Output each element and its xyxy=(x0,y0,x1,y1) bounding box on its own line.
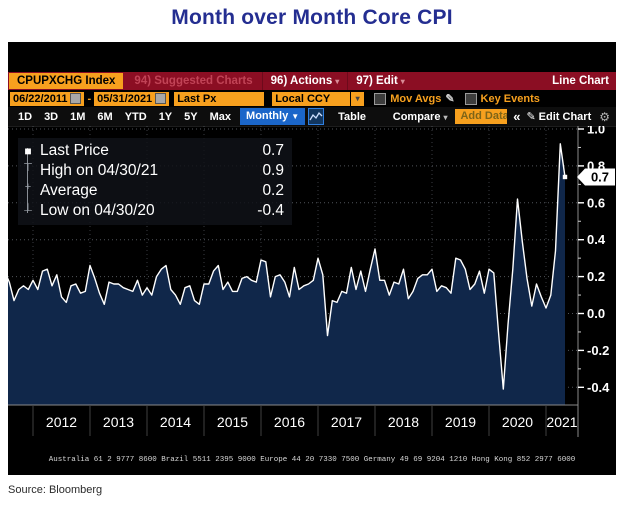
svg-text:2012: 2012 xyxy=(46,414,77,430)
table-view-button[interactable]: Table xyxy=(338,110,367,123)
svg-text:0.7: 0.7 xyxy=(591,169,609,184)
svg-text:2013: 2013 xyxy=(103,414,134,430)
compare-button[interactable]: Compare ▾ xyxy=(385,111,456,123)
edit-menu-button[interactable]: 97) Edit ▾ xyxy=(347,72,413,90)
actions-menu-button[interactable]: 96) Actions ▾ xyxy=(261,72,348,90)
legend-label: Last Price xyxy=(40,142,109,159)
date-from-value: 06/22/2011 xyxy=(13,92,68,105)
date-to-field[interactable]: 05/31/2021 xyxy=(94,91,170,106)
currency-select[interactable]: Local CCY xyxy=(272,91,351,106)
svg-text:2014: 2014 xyxy=(160,414,191,430)
chart-legend[interactable]: ■ Last Price 0.7 ⊤ High on 04/30/21 0.9 … xyxy=(18,138,292,225)
chart-type-label: Line Chart xyxy=(552,75,609,87)
ticker-field[interactable]: CPUPXCHG Index xyxy=(9,73,124,89)
edit-menu-label: 97) Edit xyxy=(356,75,398,87)
date-from-field[interactable]: 06/22/2011 xyxy=(10,91,85,106)
key-events-label: Key Events xyxy=(480,92,540,105)
chevron-down-icon: ▾ xyxy=(335,77,340,86)
range-tab-6m[interactable]: 6M xyxy=(97,110,113,123)
svg-text:0.6: 0.6 xyxy=(587,195,605,210)
legend-value: -0.4 xyxy=(257,202,284,219)
last-price-marker-icon: ■ xyxy=(24,144,32,158)
svg-text:-0.2: -0.2 xyxy=(587,343,609,358)
gear-icon[interactable]: ⚙ xyxy=(599,109,610,124)
settings-bar: 06/22/2011 - 05/31/2021 Last Px Local CC… xyxy=(8,90,616,107)
legend-label: Low on 04/30/20 xyxy=(40,202,155,219)
range-tab-3d[interactable]: 3D xyxy=(44,110,59,123)
line-chart-view-toggle[interactable] xyxy=(308,108,325,125)
range-tab-1d[interactable]: 1D xyxy=(18,110,33,123)
svg-text:2020: 2020 xyxy=(502,414,533,430)
legend-row-low: ⊥ Low on 04/30/20 -0.4 xyxy=(23,201,284,221)
line-chart-icon xyxy=(309,111,323,121)
pencil-icon[interactable]: ✎ xyxy=(526,111,536,123)
compare-label: Compare xyxy=(392,110,441,123)
period-select[interactable]: Monthly ▼ xyxy=(240,108,306,125)
svg-text:2016: 2016 xyxy=(274,414,305,430)
low-marker-icon: ⊥ xyxy=(23,202,33,214)
legend-label: Average xyxy=(40,182,98,199)
collapse-panel-button[interactable]: « xyxy=(513,109,521,124)
legend-value: 0.2 xyxy=(262,182,284,199)
mov-avgs-label: Mov Avgs xyxy=(390,92,442,105)
chevron-down-icon: ▾ xyxy=(443,112,448,122)
date-range-dash: - xyxy=(87,92,92,105)
calendar-icon[interactable] xyxy=(70,93,82,104)
mov-avgs-checkbox[interactable] xyxy=(374,92,387,105)
period-label: Monthly xyxy=(246,110,289,122)
svg-text:0.4: 0.4 xyxy=(587,232,606,247)
high-marker-icon: ⊤ xyxy=(23,162,33,174)
currency-dropdown-arrow-icon[interactable]: ▾ xyxy=(351,91,365,106)
svg-text:-0.4: -0.4 xyxy=(587,380,610,395)
bloomberg-terminal-window: CPUPXCHG Index 94) Suggested Charts 96) … xyxy=(8,42,616,475)
date-to-value: 05/31/2021 xyxy=(97,92,153,105)
price-field-select[interactable]: Last Px xyxy=(174,91,265,106)
chart-area: 1.0 0.8 0.6 0.4 0.2 0.0 -0.2 -0.4 2012 2013 2014 20… xyxy=(8,122,616,440)
svg-text:2015: 2015 xyxy=(217,414,248,430)
legend-row-last-price: ■ Last Price 0.7 xyxy=(24,141,284,161)
range-tab-ytd[interactable]: YTD xyxy=(124,110,147,123)
page-title: Month over Month Core CPI xyxy=(171,6,453,29)
legend-row-average: + Average 0.2 xyxy=(25,181,284,201)
range-tab-1m[interactable]: 1M xyxy=(70,110,86,123)
svg-text:2021: 2021 xyxy=(546,414,577,430)
add-data-input[interactable]: Add Data xyxy=(455,109,508,124)
key-events-checkbox[interactable] xyxy=(464,92,477,105)
legend-value: 0.9 xyxy=(262,162,284,179)
edit-chart-button[interactable]: Edit Chart xyxy=(538,110,592,123)
svg-text:0.0: 0.0 xyxy=(587,306,605,321)
chevron-down-icon: ▾ xyxy=(400,77,405,86)
legend-value: 0.7 xyxy=(262,142,284,159)
securities-bar: CPUPXCHG Index 94) Suggested Charts 96) … xyxy=(8,72,616,90)
average-marker-icon: + xyxy=(24,181,32,193)
suggested-charts-button[interactable]: 94) Suggested Charts xyxy=(134,75,253,87)
calendar-icon[interactable] xyxy=(155,93,167,104)
price-chart[interactable]: 1.0 0.8 0.6 0.4 0.2 0.0 -0.2 -0.4 2012 2013 2014 20… xyxy=(8,122,616,445)
svg-text:1.0: 1.0 xyxy=(587,126,605,137)
range-tab-5y[interactable]: 5Y xyxy=(184,110,198,123)
chart-toolbar: 1D 3D 1M 6M YTD 1Y 5Y Max Monthly ▼ Table… xyxy=(8,107,616,127)
terminal-footer: Australia 61 2 9777 8600 Brazil 5511 239… xyxy=(8,441,616,475)
svg-text:2017: 2017 xyxy=(331,414,362,430)
actions-menu-label: 96) Actions xyxy=(270,75,333,87)
legend-connector-line xyxy=(27,148,28,213)
footer-phones-line1: Australia 61 2 9777 8600 Brazil 5511 239… xyxy=(48,455,576,464)
range-tab-1y[interactable]: 1Y xyxy=(158,110,173,123)
svg-text:0.2: 0.2 xyxy=(587,269,605,284)
svg-text:2019: 2019 xyxy=(445,414,476,430)
legend-row-high: ⊤ High on 04/30/21 0.9 xyxy=(23,161,284,181)
svg-text:2018: 2018 xyxy=(388,414,419,430)
legend-label: High on 04/30/21 xyxy=(40,162,159,179)
pencil-icon[interactable]: ✎ xyxy=(445,93,455,105)
range-tab-max[interactable]: Max xyxy=(209,110,232,123)
source-note: Source: Bloomberg xyxy=(8,484,103,496)
chevron-down-icon: ▼ xyxy=(291,112,300,121)
